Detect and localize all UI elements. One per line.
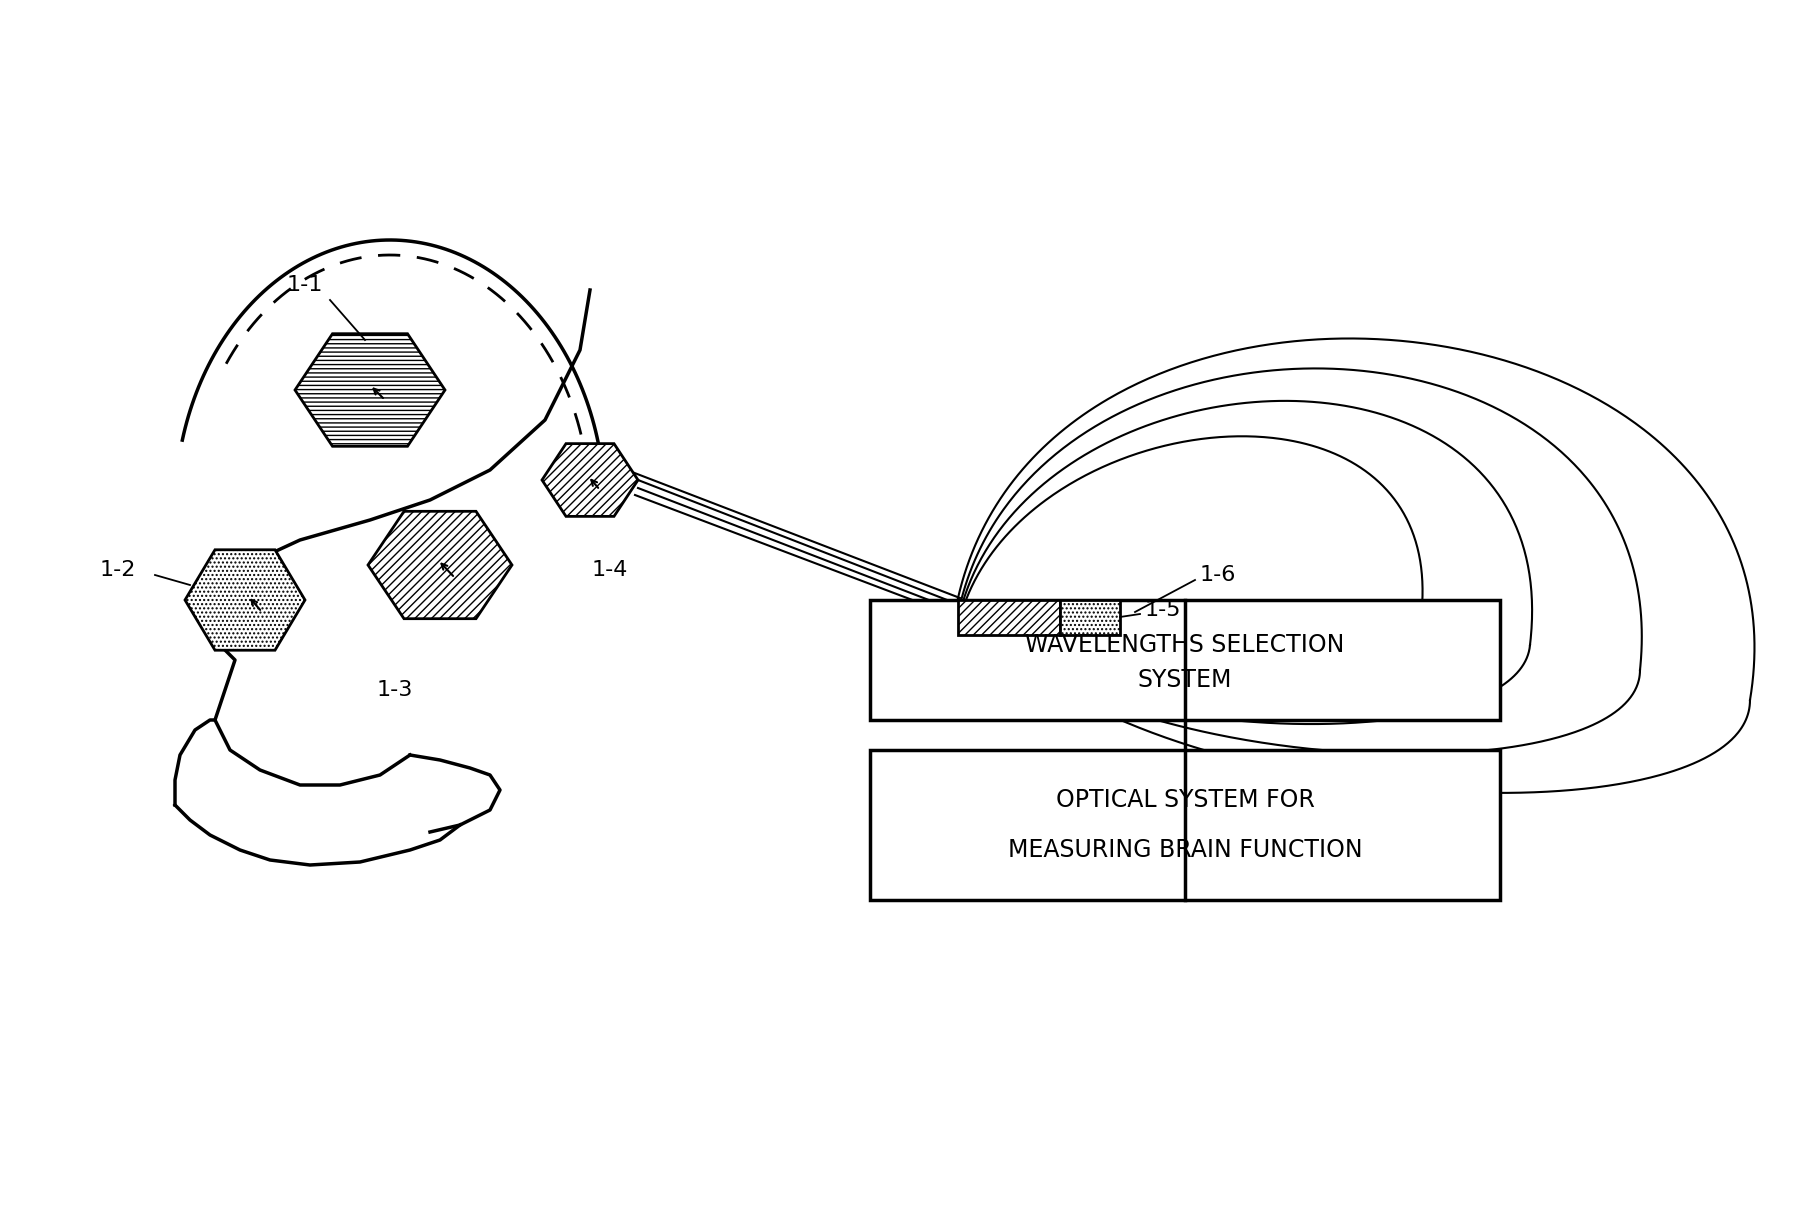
Polygon shape [368,511,511,618]
Text: 1-1: 1-1 [288,275,324,295]
Text: OPTICAL SYSTEM FOR: OPTICAL SYSTEM FOR [1056,788,1314,812]
Bar [957,600,1059,635]
Polygon shape [295,334,446,446]
Bar [870,600,1500,721]
Text: WAVELENGTHS SELECTION: WAVELENGTHS SELECTION [1025,633,1345,657]
Text: 1-4: 1-4 [592,560,628,580]
Bar [870,750,1500,900]
Text: 1-3: 1-3 [377,680,413,700]
Text: 1-6: 1-6 [1199,565,1236,584]
Text: 1-2: 1-2 [100,560,136,580]
Bar [1059,600,1119,635]
Text: MEASURING BRAIN FUNCTION: MEASURING BRAIN FUNCTION [1008,837,1363,862]
Polygon shape [186,549,306,651]
Text: SYSTEM: SYSTEM [1138,668,1232,692]
Polygon shape [542,443,639,517]
Text: 1-5: 1-5 [1145,600,1181,621]
